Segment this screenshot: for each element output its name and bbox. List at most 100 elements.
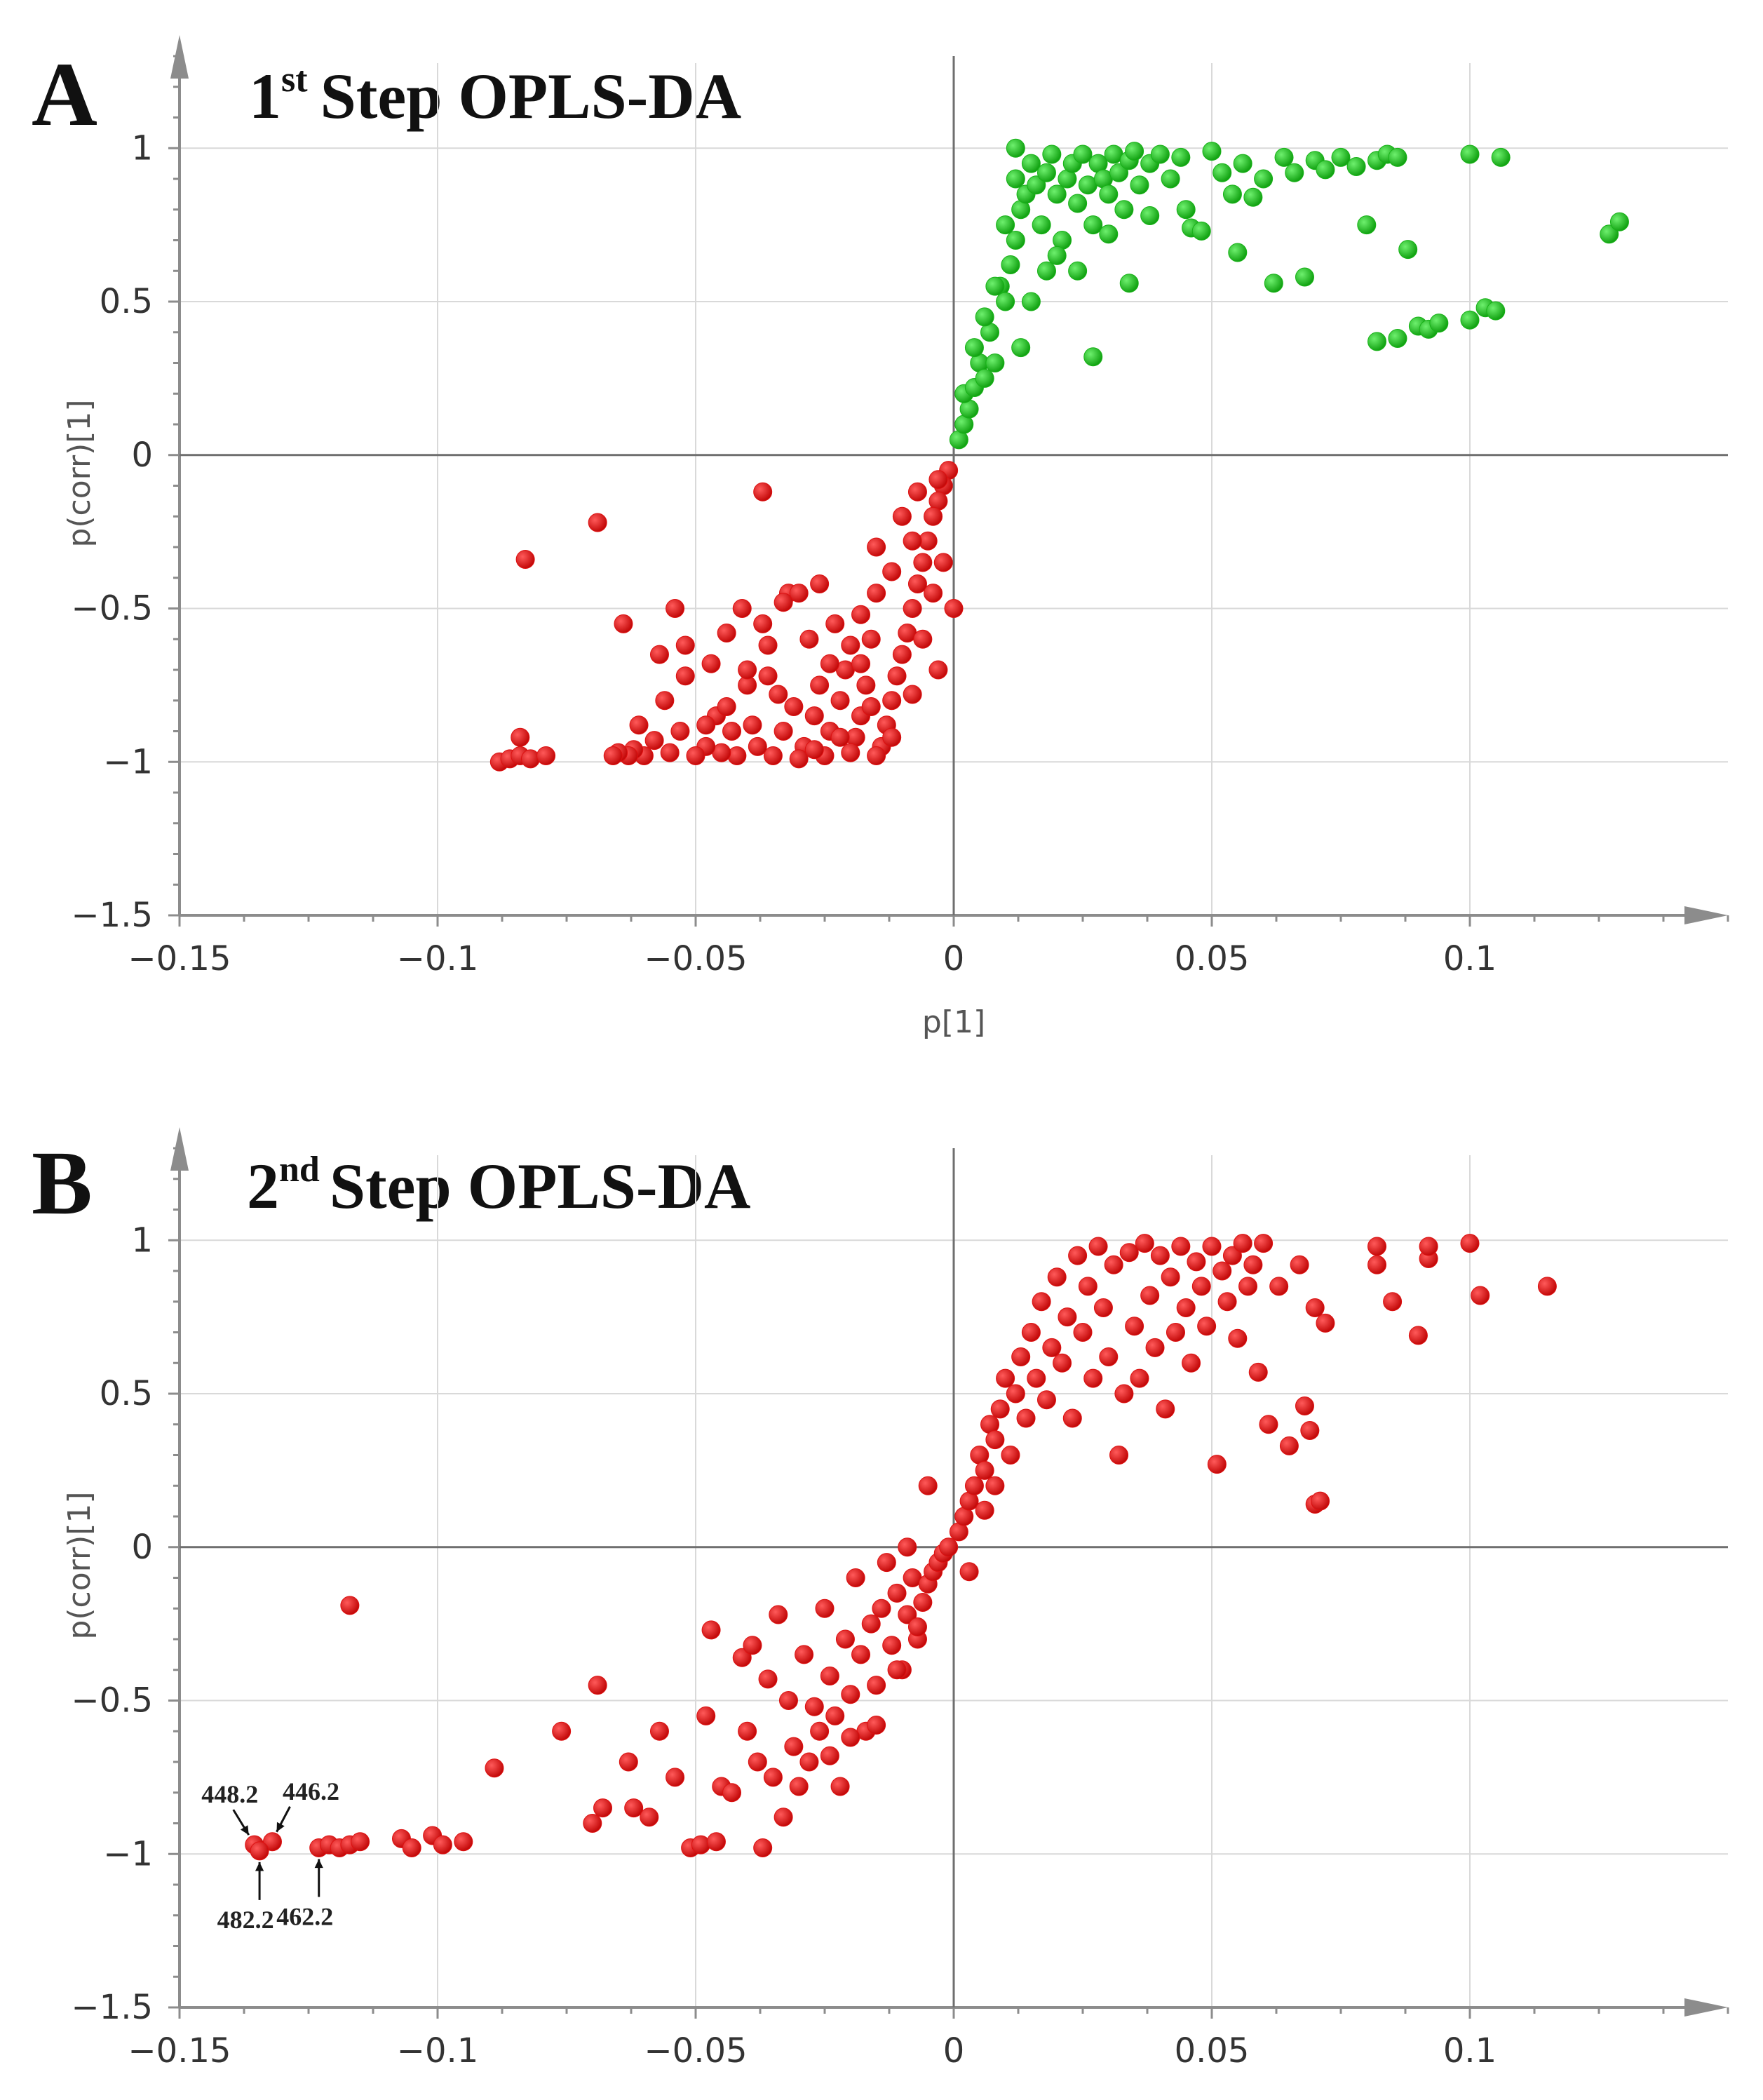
panel-b-point [706,1832,726,1852]
panel-b-point [1300,1421,1320,1440]
panel-b-point [990,1399,1010,1419]
panel-b-point [1248,1362,1268,1382]
panel-b-point [1537,1277,1557,1296]
panel-b-point [872,1598,891,1618]
panel-a-point [1388,329,1407,348]
panel-a-point [1274,147,1294,167]
panel-a-point [830,727,850,747]
panel-a-point [655,691,675,711]
panel-a-point [1083,215,1103,235]
panel-b-point [1311,1491,1330,1511]
panel-a-point [1073,144,1093,164]
panel-b-point [1047,1267,1067,1287]
panel-b-point [1305,1298,1325,1317]
panel-a-point [686,746,705,765]
panel-a-point [933,553,953,572]
panel-b-point [748,1752,767,1772]
panel-b-point [810,1721,830,1741]
panel-a-point [1486,301,1506,321]
panel-b-point [795,1645,814,1664]
panel-b-point [985,1430,1005,1450]
panel-a-point [830,691,850,711]
panel-b-point [649,1721,669,1741]
panel-letter-b: B [32,1133,93,1234]
panel-a-point [907,482,927,502]
panel-b-point [825,1706,845,1725]
panel-a-point [763,746,783,765]
panel-b-point [846,1568,865,1587]
panel-a-point [1491,147,1511,167]
panel-b-point [841,1685,860,1704]
panel-b-point [351,1832,370,1852]
panel-b-point [1408,1326,1428,1345]
panel-b-point [882,1636,902,1655]
panel-a-point [629,715,649,735]
panel-a-point [799,629,819,649]
panel-a-point [1125,142,1144,161]
panel-b-point [1290,1255,1309,1274]
panel-a-point [1150,144,1170,164]
panel-b-axes [168,1127,1729,2019]
panel-a-point [536,746,556,765]
panel-b-point [1036,1390,1056,1410]
panel-a: A 1st Step OPLS-DA −0.15 −0.1 −0.05 0 0.05 0.1… [32,35,1729,1040]
panel-b-point [1161,1267,1180,1287]
panel-a-point [975,368,994,388]
panel-a-y-tick-label: −0.5 [71,589,153,628]
panel-b-point [877,1553,896,1573]
panel-a-point [907,574,927,593]
panel-b-x-tick-label: 0.1 [1443,2031,1497,2071]
panel-b-point [1228,1328,1248,1348]
panel-a-point [804,706,824,726]
panel-a-point [789,584,809,603]
panel-b-point [1419,1237,1438,1256]
panel-a-point [856,675,876,695]
panel-b-point [1083,1368,1103,1388]
panel-b-point [1135,1234,1154,1253]
panel-b-point [1073,1323,1093,1342]
panel-b-point [778,1691,798,1710]
panel-b-point [1058,1307,1077,1327]
panel-a-point [748,736,767,756]
panel-b-x-tick-label: −0.05 [644,2031,747,2071]
panel-a-point [1109,163,1129,182]
panel-b-point [1238,1277,1258,1296]
panel-a-point [1367,332,1387,351]
panel-b-point [696,1706,716,1725]
panel-b-point [1156,1399,1175,1419]
panel-a-point [738,660,757,680]
panel-a-point [964,338,984,358]
panel-a-point [1011,338,1031,358]
panel-b-x-tick-label: 0.05 [1175,2031,1250,2071]
panel-b-point [1114,1384,1134,1404]
panel-a-point [675,666,695,686]
panel-a-x-tick-labels: −0.15 −0.1 −0.05 0 0.05 0.1 [128,939,1497,978]
panel-b-point [898,1537,917,1557]
panel-b-point [835,1629,855,1649]
panel-a-point [753,482,773,502]
panel-a-point [1036,261,1056,281]
panel-a-point [1047,184,1067,204]
panel-a-point [944,599,964,618]
panel-b-point [939,1537,959,1557]
panel-letter-a: A [32,44,97,145]
panel-a-point [1243,187,1263,207]
panel-a-point [774,722,793,741]
panel-b-title: 2nd Step OPLS-DA [247,1150,750,1222]
panel-b-point [1259,1415,1278,1434]
panel-b-y-tick-label: −1.5 [71,1988,153,2027]
panel-b-x-tick-label: −0.15 [128,2031,231,2071]
panel-b-point [666,1768,685,1787]
panel-b-point [1207,1455,1227,1474]
panel-a-point [810,574,830,593]
panel-a-point [1233,154,1252,173]
panel-a-point [1171,147,1191,167]
panel-a-y-tick-label: 0 [131,436,153,475]
panel-a-point [717,697,736,716]
panel-a-point [774,593,793,612]
panel-a-x-tick-label: −0.15 [128,939,231,978]
panel-a-point [1001,255,1020,274]
panel-b-point [732,1648,752,1667]
panel-b-point [588,1676,607,1695]
